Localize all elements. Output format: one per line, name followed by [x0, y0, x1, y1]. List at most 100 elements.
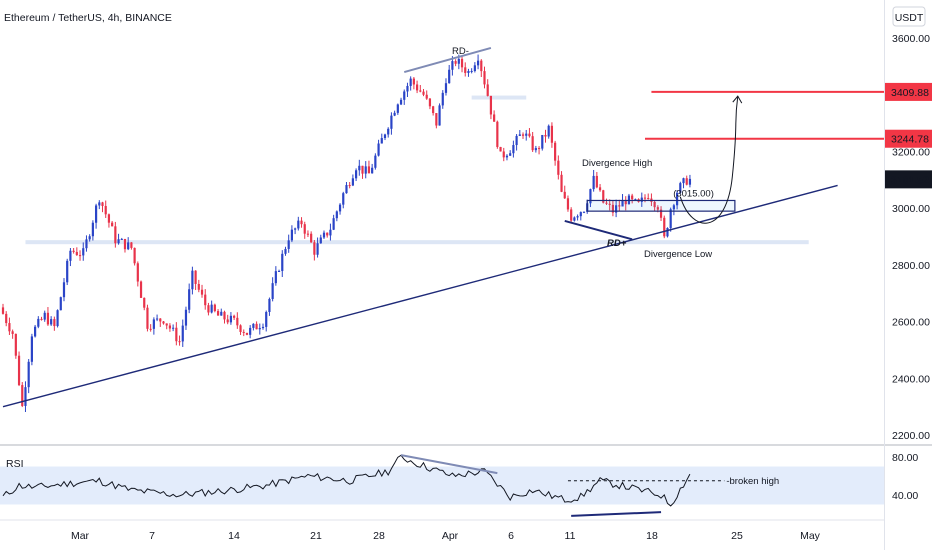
candle[interactable]: [393, 110, 396, 117]
candle[interactable]: [294, 227, 297, 235]
candle[interactable]: [37, 316, 40, 329]
candle[interactable]: [338, 203, 342, 215]
candle[interactable]: [611, 200, 614, 217]
candle[interactable]: [194, 270, 197, 291]
candle[interactable]: [483, 66, 486, 89]
candle[interactable]: [419, 84, 422, 93]
candle[interactable]: [563, 185, 566, 199]
candle[interactable]: [582, 211, 586, 214]
candle[interactable]: [499, 146, 502, 152]
candle[interactable]: [24, 381, 27, 413]
candle[interactable]: [82, 242, 85, 261]
candle[interactable]: [236, 312, 239, 329]
candle[interactable]: [104, 200, 107, 218]
candle[interactable]: [525, 129, 528, 141]
candle[interactable]: [374, 153, 377, 170]
candle[interactable]: [30, 333, 33, 366]
candle[interactable]: [566, 195, 570, 212]
candle[interactable]: [207, 302, 210, 316]
candle[interactable]: [605, 198, 608, 205]
candle[interactable]: [489, 95, 493, 120]
candle[interactable]: [672, 203, 675, 216]
candle[interactable]: [204, 289, 207, 310]
trendline-support[interactable]: [2, 184, 838, 408]
candle[interactable]: [573, 216, 576, 222]
candle[interactable]: [91, 220, 94, 241]
candle[interactable]: [685, 175, 688, 186]
candle[interactable]: [592, 169, 595, 192]
candle[interactable]: [560, 171, 563, 193]
candle[interactable]: [640, 192, 643, 207]
candle[interactable]: [364, 161, 367, 179]
candle[interactable]: [223, 310, 226, 324]
candle[interactable]: [306, 230, 310, 238]
candle[interactable]: [114, 221, 117, 248]
candle[interactable]: [220, 308, 223, 316]
candle[interactable]: [43, 310, 46, 322]
rsi-rd-low-line[interactable]: [571, 511, 662, 517]
candle[interactable]: [355, 168, 358, 182]
candle[interactable]: [261, 323, 265, 330]
candle[interactable]: [143, 297, 146, 311]
candle[interactable]: [66, 258, 69, 286]
candle[interactable]: [1, 303, 5, 315]
candle[interactable]: [188, 283, 191, 314]
candle[interactable]: [5, 311, 8, 327]
candle[interactable]: [438, 103, 441, 126]
candle[interactable]: [371, 163, 374, 174]
candle[interactable]: [271, 277, 274, 302]
candle[interactable]: [313, 239, 316, 261]
candle[interactable]: [348, 182, 351, 189]
candle[interactable]: [579, 211, 582, 221]
candle[interactable]: [412, 77, 415, 90]
candle[interactable]: [460, 56, 464, 73]
candle[interactable]: [544, 129, 547, 143]
candle[interactable]: [515, 134, 518, 151]
candle[interactable]: [78, 250, 82, 261]
candle[interactable]: [380, 133, 383, 144]
candle[interactable]: [624, 196, 627, 211]
candle[interactable]: [85, 235, 88, 252]
time-axis[interactable]: Mar 7 14 21 28 Apr 6 11 18 25 May: [71, 530, 821, 542]
candle[interactable]: [403, 89, 406, 105]
candle[interactable]: [377, 139, 380, 157]
candle[interactable]: [149, 324, 152, 332]
candle[interactable]: [390, 112, 393, 135]
candle[interactable]: [94, 203, 98, 229]
candle[interactable]: [531, 131, 534, 152]
candle[interactable]: [322, 230, 326, 240]
candle[interactable]: [98, 200, 101, 210]
candle[interactable]: [383, 133, 387, 141]
candle[interactable]: [252, 323, 255, 331]
candle[interactable]: [444, 78, 448, 96]
candle[interactable]: [464, 62, 467, 77]
candle[interactable]: [319, 234, 322, 244]
level-price-label[interactable]: 3244.78: [885, 129, 932, 148]
candle[interactable]: [476, 54, 480, 70]
candle[interactable]: [537, 146, 541, 155]
candle[interactable]: [358, 159, 361, 176]
candle[interactable]: [367, 160, 371, 174]
candle[interactable]: [361, 165, 364, 179]
candle[interactable]: [422, 89, 425, 97]
candle[interactable]: [284, 246, 287, 256]
candle[interactable]: [631, 193, 634, 204]
candle[interactable]: [8, 317, 11, 335]
currency-badge[interactable]: USDT: [892, 6, 926, 27]
candle[interactable]: [88, 234, 91, 242]
level-price-label[interactable]: 3409.88: [885, 82, 932, 101]
candle[interactable]: [602, 189, 605, 204]
candle[interactable]: [496, 120, 499, 149]
rsi-line[interactable]: [2, 454, 691, 507]
candle[interactable]: [17, 351, 21, 387]
candle[interactable]: [123, 238, 127, 253]
candle[interactable]: [229, 312, 233, 325]
candle[interactable]: [467, 68, 470, 77]
candle[interactable]: [168, 323, 172, 332]
candle[interactable]: [200, 284, 204, 298]
candle[interactable]: [133, 247, 136, 266]
candle[interactable]: [62, 278, 66, 302]
candle[interactable]: [175, 322, 178, 346]
candle[interactable]: [72, 247, 75, 254]
